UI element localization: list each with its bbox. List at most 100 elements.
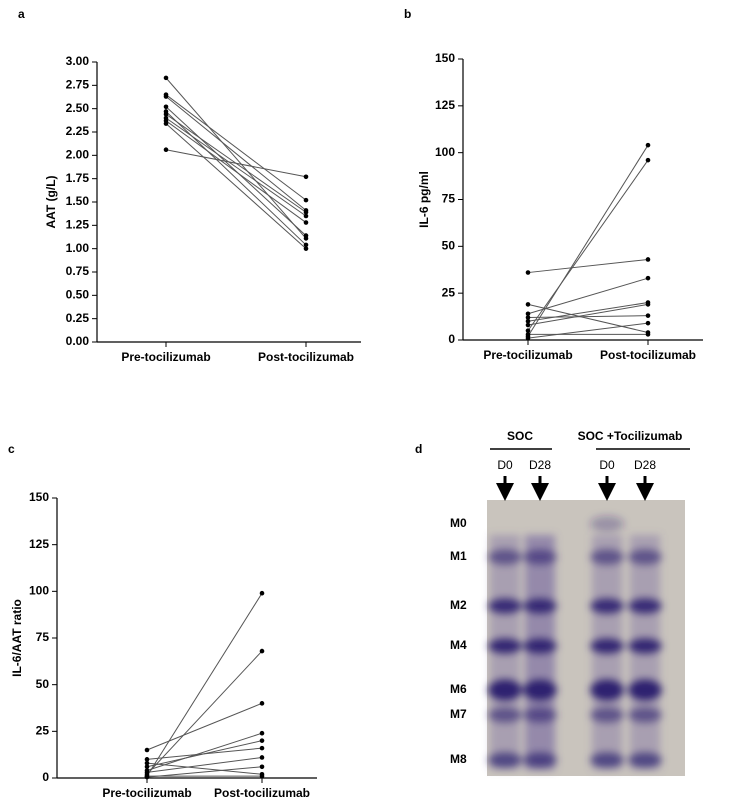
- y-tick-label: 50: [36, 677, 50, 691]
- point: [259, 730, 265, 736]
- gel-image: [487, 500, 685, 776]
- point: [645, 157, 651, 163]
- y-tick-label: 125: [435, 98, 455, 112]
- x-tick-label: Pre-tocilizumab: [102, 786, 191, 800]
- pair-line: [527, 258, 649, 274]
- group-label: SOC +Tocilizumab: [578, 429, 683, 443]
- pair-line: [146, 747, 263, 760]
- point: [645, 257, 651, 262]
- x-tick-label: Pre-tocilizumab: [121, 350, 210, 364]
- marker-label: M4: [450, 638, 467, 652]
- panel-letter: c: [8, 442, 15, 456]
- point: [163, 147, 169, 153]
- point: [645, 275, 651, 281]
- point: [525, 318, 531, 324]
- band: [523, 679, 557, 701]
- band: [628, 549, 662, 565]
- band: [628, 679, 662, 701]
- y-tick-label: 0.50: [66, 288, 90, 302]
- x-tick-label: Post-tocilizumab: [258, 350, 354, 364]
- group-label: SOC: [507, 429, 533, 443]
- point: [303, 174, 309, 180]
- pair-line: [527, 303, 649, 333]
- y-tick-label: 75: [442, 192, 456, 206]
- band: [590, 598, 624, 614]
- y-tick-label: 1.25: [66, 218, 90, 232]
- point: [163, 121, 169, 126]
- panel-letter: a: [18, 7, 25, 21]
- point: [645, 142, 651, 148]
- point: [525, 332, 531, 337]
- band: [590, 752, 624, 768]
- point: [303, 242, 309, 248]
- band: [488, 679, 522, 701]
- y-axis-title: AAT (g/L): [44, 175, 58, 228]
- point: [303, 220, 309, 225]
- point: [303, 233, 309, 238]
- band: [590, 679, 624, 701]
- y-tick-label: 75: [36, 630, 50, 644]
- pair-line: [165, 94, 307, 201]
- band: [590, 549, 624, 565]
- y-tick-label: 1.50: [66, 194, 90, 208]
- point: [303, 213, 309, 219]
- y-tick-label: 1.75: [66, 171, 90, 185]
- y-tick-label: 25: [36, 724, 50, 738]
- y-tick-label: 0: [448, 332, 455, 346]
- y-tick-label: 100: [435, 145, 455, 159]
- y-tick-label: 2.50: [66, 101, 90, 115]
- y-tick-label: 100: [29, 584, 49, 598]
- band: [523, 638, 557, 654]
- panel-letter: b: [404, 7, 411, 21]
- lane-label: D28: [529, 458, 551, 472]
- point: [259, 764, 265, 770]
- marker-label: M1: [450, 549, 467, 563]
- y-tick-label: 0: [42, 770, 49, 784]
- band: [488, 638, 522, 654]
- y-tick-label: 125: [29, 537, 49, 551]
- pair-line: [146, 732, 263, 772]
- pair-line: [165, 117, 307, 217]
- pair-line: [527, 315, 649, 319]
- pair-line: [146, 650, 263, 775]
- band: [488, 752, 522, 768]
- point: [259, 701, 265, 706]
- y-tick-label: 25: [442, 285, 456, 299]
- pair-line: [527, 303, 649, 326]
- band: [488, 598, 522, 614]
- point: [144, 757, 150, 762]
- pair-line: [527, 302, 649, 322]
- point: [525, 322, 531, 328]
- lane-label: D28: [634, 458, 656, 472]
- point: [525, 315, 531, 320]
- lane-label: D0: [497, 458, 513, 472]
- band: [523, 707, 557, 723]
- pair-line: [146, 592, 263, 777]
- point: [259, 590, 265, 596]
- point: [144, 764, 150, 770]
- y-axis-title: IL-6 pg/ml: [417, 171, 431, 228]
- y-tick-label: 1.00: [66, 241, 90, 255]
- y-tick-label: 2.00: [66, 148, 90, 162]
- band: [488, 549, 522, 565]
- pair-line: [146, 756, 263, 773]
- y-tick-label: 2.75: [66, 78, 90, 92]
- marker-label: M8: [450, 752, 467, 766]
- point: [144, 770, 150, 775]
- y-tick-label: 0.25: [66, 311, 90, 325]
- y-tick-label: 0.00: [66, 334, 90, 348]
- point: [525, 335, 531, 341]
- y-tick-label: 150: [29, 490, 49, 504]
- pair-line: [146, 766, 263, 778]
- band: [488, 707, 522, 723]
- marker-label: M2: [450, 598, 467, 612]
- point: [144, 747, 150, 753]
- point: [525, 270, 531, 275]
- band: [523, 752, 557, 768]
- band: [523, 598, 557, 614]
- y-tick-label: 0.75: [66, 264, 90, 278]
- pair-line: [165, 77, 307, 239]
- pair-line: [527, 144, 649, 337]
- band: [628, 752, 662, 768]
- point: [163, 111, 169, 117]
